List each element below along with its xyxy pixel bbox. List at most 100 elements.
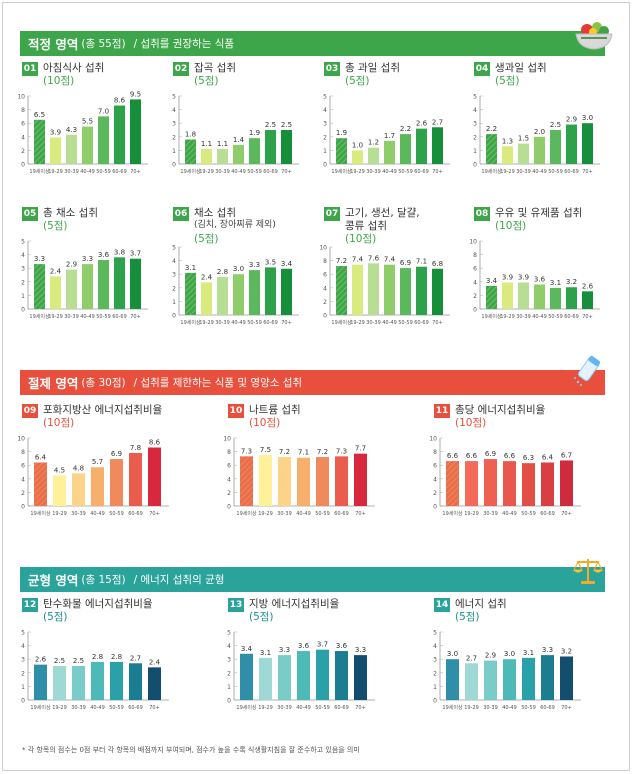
data-label: 2.6: [582, 282, 594, 290]
y-tick-label: 4: [21, 643, 25, 650]
data-label: 3.6: [534, 276, 546, 284]
bar-70+: [130, 258, 141, 309]
bar-50-59: [316, 457, 329, 506]
x-tick-label: 30-39: [64, 314, 79, 320]
y-tick-label: 5: [21, 239, 25, 246]
chart-card-06: 06 채소 섭취 (김치, 장아찌류 제외) (5점) 0 1 2 3 4 5 3.1 19세이상 2.…: [172, 207, 313, 327]
y-tick-label: 2: [172, 134, 176, 141]
x-tick-label: 30-39: [366, 320, 381, 326]
x-tick-label: 30-39: [64, 169, 79, 175]
bar-30-39: [368, 263, 379, 315]
chart-title: 총 과일 섭취: [345, 62, 400, 74]
y-tick-label: 10: [17, 436, 25, 443]
data-label: 6.7: [561, 451, 572, 459]
x-tick-label: 60-69: [112, 314, 127, 320]
chart-card-11: 11 총당 에너지섭취비율 (10점) 0 2 4 6 8 10 6.6 19세이상 6.6 19-29…: [429, 404, 581, 524]
data-label: 2.4: [50, 267, 62, 275]
y-tick-label: 2: [323, 134, 327, 141]
data-label: 2.9: [66, 261, 77, 269]
x-tick-label: 40-49: [532, 314, 547, 320]
y-tick-label: 3: [172, 272, 176, 279]
bar-19세이상: [446, 659, 459, 700]
data-label: 3.4: [486, 277, 498, 285]
chart-card-09: 09 포화지방산 에너지섭취비율 (10점) 0 2 4 6 8 10 6.4 19세이상 4.5 19…: [17, 404, 169, 524]
x-tick-label: 40-49: [231, 320, 246, 326]
y-tick-label: 0: [323, 162, 327, 169]
bar-19-29: [50, 137, 61, 164]
data-label: 5.5: [82, 118, 93, 126]
data-label: 2.7: [432, 118, 443, 126]
chart-number-badge: 02: [173, 62, 189, 76]
y-tick-label: 2: [21, 490, 25, 497]
data-label: 7.2: [279, 448, 290, 456]
chart-title: 탄수화물 에너지섭취비율: [43, 598, 153, 610]
x-tick-label: 50-59: [247, 169, 262, 175]
y-tick-label: 1: [172, 148, 176, 155]
y-tick-label: 2: [227, 490, 231, 497]
y-tick-label: 0: [323, 313, 327, 320]
chart-points: (5점): [194, 75, 219, 87]
data-label: 3.1: [185, 264, 196, 272]
x-tick-label: 19세이상: [236, 510, 257, 517]
x-tick-label: 50-59: [521, 511, 536, 517]
data-label: 3.3: [34, 255, 45, 263]
bar-50-59: [249, 270, 260, 315]
section-count: (총 15점): [81, 574, 126, 586]
x-tick-label: 19-29: [464, 705, 479, 711]
y-tick-label: 5: [21, 630, 25, 637]
y-tick-label: 5: [172, 245, 176, 252]
x-tick-label: 70+: [561, 511, 572, 517]
bar-chart-12: 0 1 2 3 4 5 2.6 19세이상 2.5 19-29 2.5 30-39 2.8 40-49 2.…: [21, 630, 169, 711]
x-tick-label: 40-49: [502, 511, 517, 517]
y-tick-label: 4: [433, 643, 437, 650]
y-tick-label: 5: [172, 94, 176, 101]
y-tick-label: 3: [433, 657, 437, 664]
bar-70+: [354, 453, 367, 506]
section-title: 균형 영역: [28, 573, 79, 588]
data-label: 6.3: [523, 454, 534, 462]
x-tick-label: 19-29: [500, 169, 515, 175]
y-tick-label: 2: [433, 490, 437, 497]
y-tick-label: 2: [227, 670, 231, 677]
chart-card-12: 12 탄수화물 에너지섭취비율 (5점) 0 1 2 3 4 5 2.6 19세이상 2.5 19-29…: [21, 598, 169, 718]
x-tick-label: 19-29: [199, 169, 214, 175]
bar-19-29: [259, 657, 272, 700]
data-label: 7.3: [336, 447, 347, 455]
chart-points: (5점): [43, 220, 68, 232]
chart-subtitle: 콩류 섭취: [345, 220, 387, 232]
x-tick-label: 50-59: [247, 320, 262, 326]
bar-40-49: [297, 457, 310, 506]
data-label: 1.9: [249, 129, 260, 137]
bar-30-39: [66, 269, 77, 309]
y-tick-label: 5: [473, 94, 477, 101]
data-label: 8.6: [149, 439, 161, 447]
chart-card-14: 14 에너지 섭취 (5점) 0 1 2 3 4 5 3.0 19세이상 2.7 19-29 2.9 30-…: [433, 598, 581, 718]
bar-19-29: [465, 663, 478, 700]
y-tick-label: 10: [429, 436, 437, 443]
x-tick-label: 19세이상: [236, 704, 257, 711]
y-tick-label: 1: [172, 299, 176, 306]
data-label: 2.5: [265, 121, 276, 129]
bar-30-39: [217, 149, 228, 164]
data-label: 7.7: [355, 445, 366, 453]
data-label: 9.5: [130, 90, 141, 98]
y-tick-label: 8: [227, 449, 231, 456]
bar-30-39: [278, 655, 291, 700]
bar-70+: [560, 460, 573, 506]
x-tick-label: 60-69: [564, 169, 579, 175]
data-label: 7.4: [352, 256, 364, 264]
bar-60-69: [114, 257, 125, 309]
y-tick-label: 0: [473, 162, 477, 169]
chart-number-badge: 07: [324, 207, 340, 221]
y-tick-label: 1: [433, 684, 437, 691]
bar-40-49: [82, 264, 93, 309]
y-tick-label: 3: [473, 121, 477, 128]
x-tick-label: 70+: [561, 705, 572, 711]
data-label: 6.6: [466, 452, 478, 460]
bar-30-39: [368, 147, 379, 164]
bar-19-29: [53, 666, 66, 700]
x-tick-label: 50-59: [96, 314, 111, 320]
x-tick-label: 60-69: [128, 705, 143, 711]
bar-50-59: [110, 661, 123, 700]
x-tick-label: 70+: [582, 314, 593, 320]
